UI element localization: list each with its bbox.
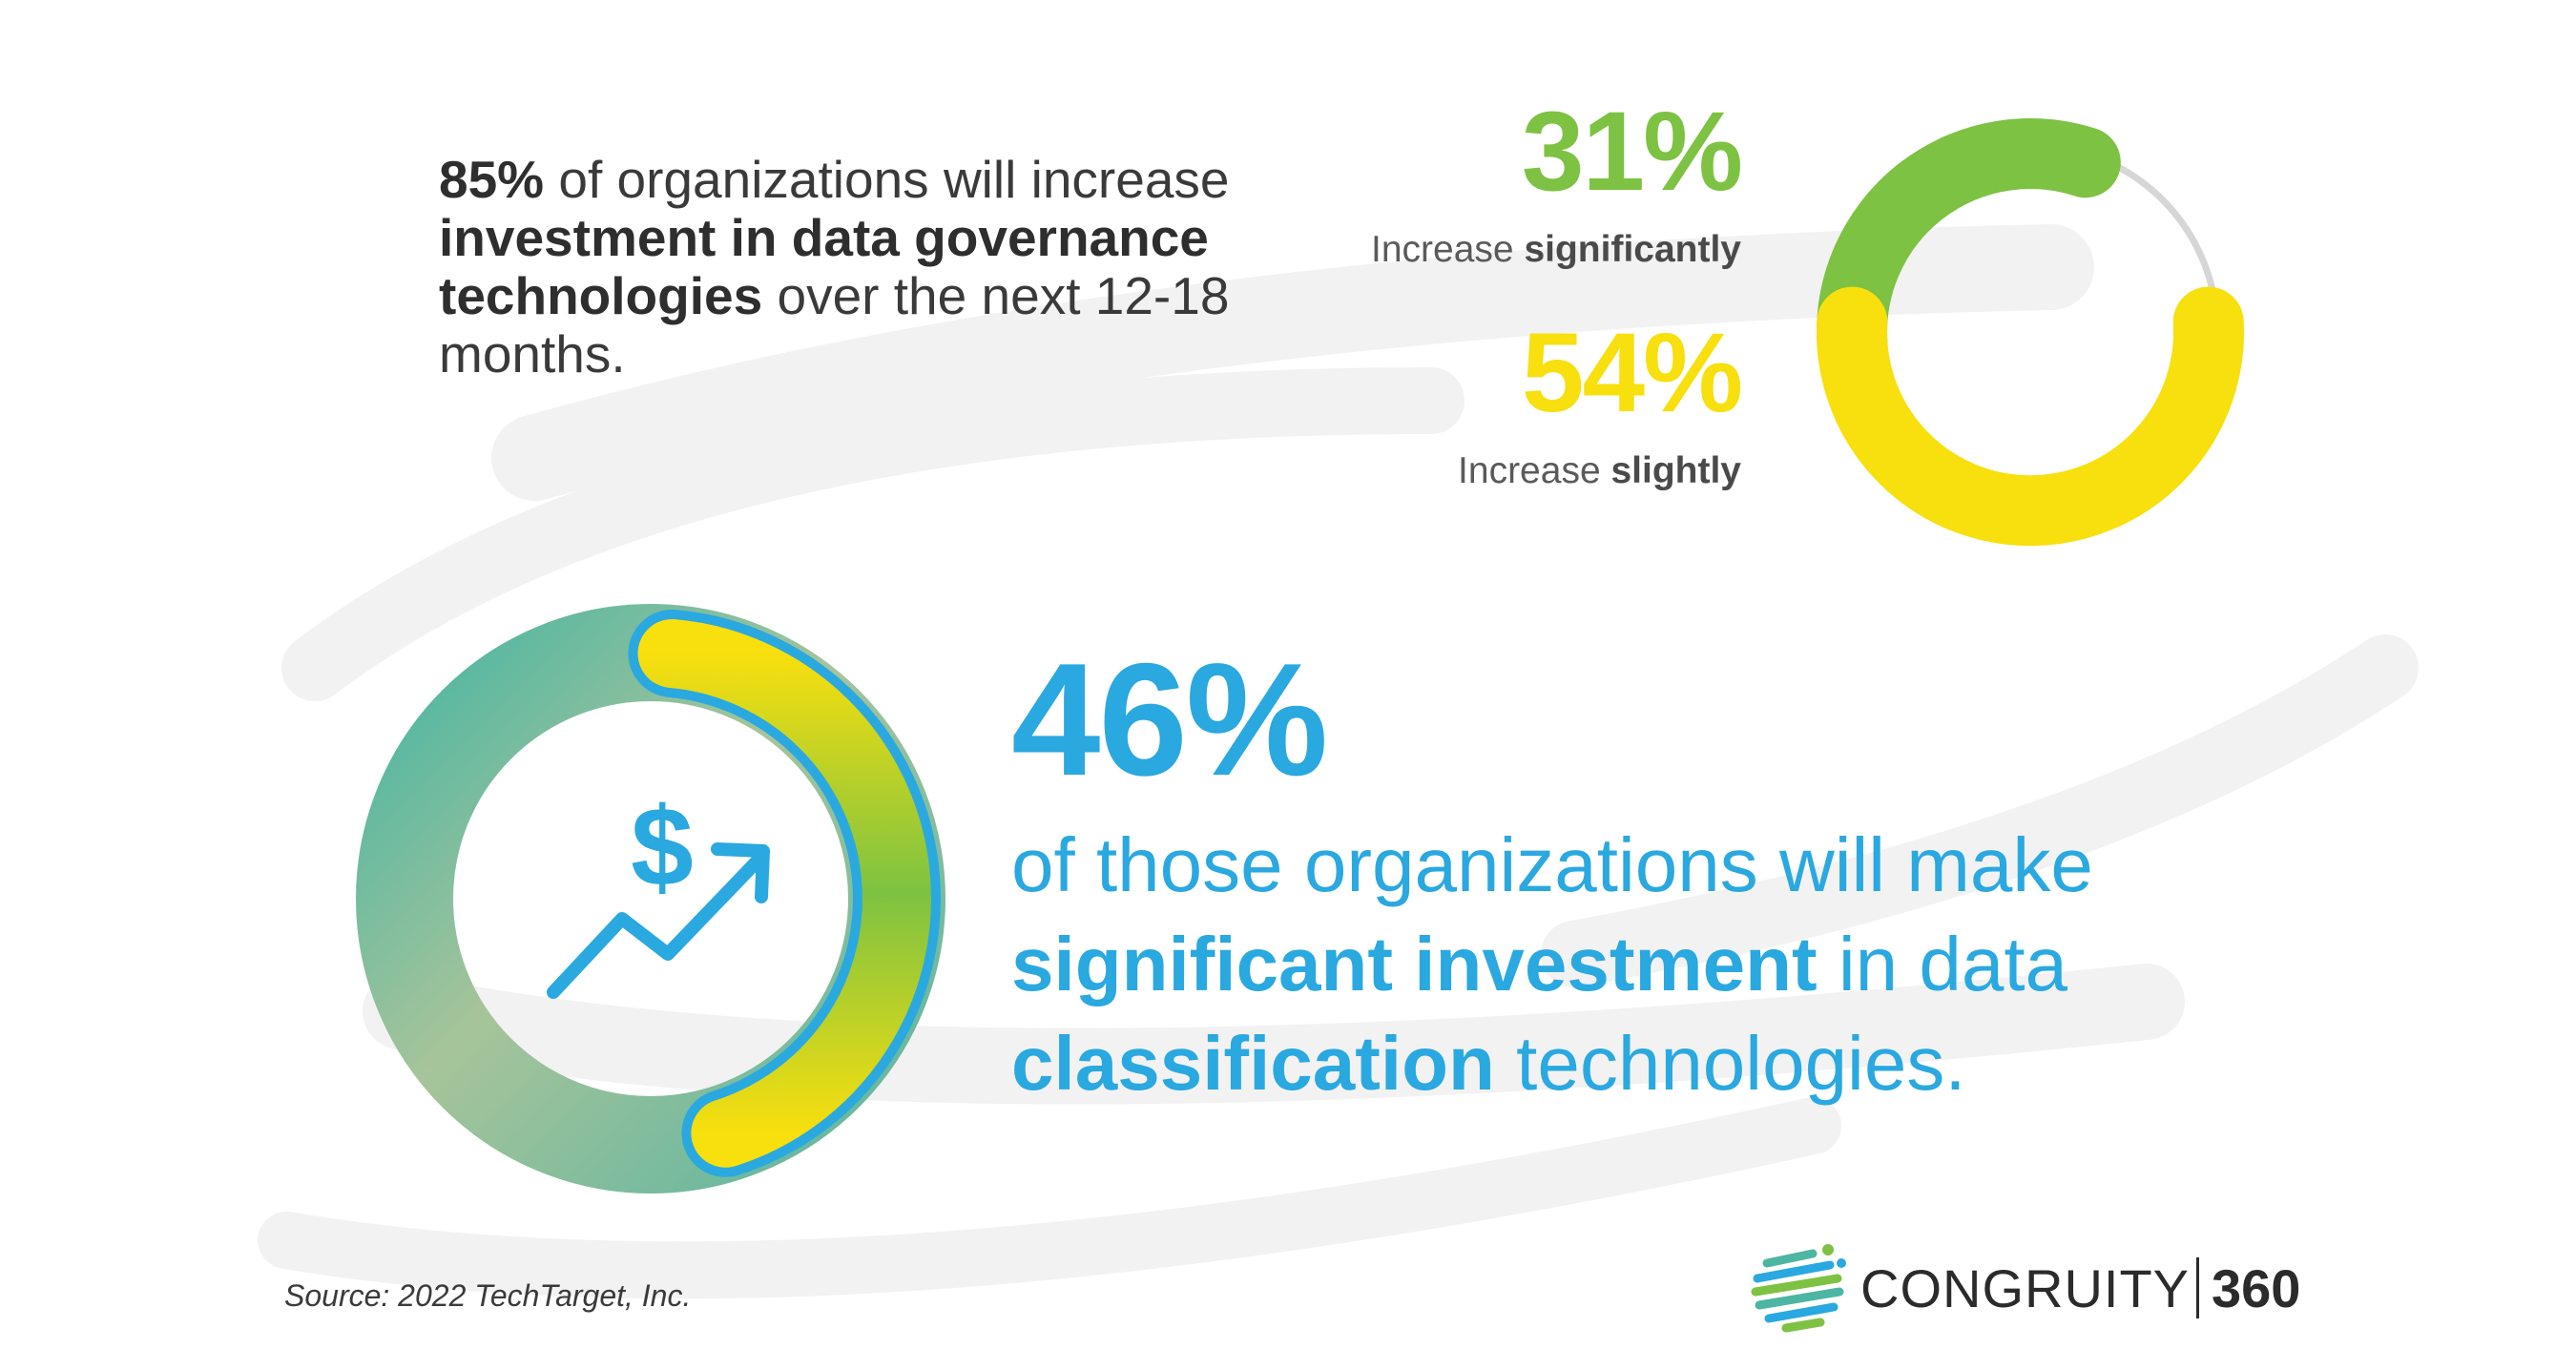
stat-54-caption: Increase slightly	[1458, 450, 1741, 491]
donut2-highlight-segment	[637, 619, 931, 1168]
intro-line3-bold: technologies	[439, 266, 763, 325]
stat-31-value: 31%	[1521, 89, 1743, 215]
swoosh-5	[1541, 634, 2419, 987]
intro-line1: of organizations will increase	[544, 150, 1230, 209]
swoosh-3	[363, 964, 2185, 1105]
brand-name: CONGRUITY	[1860, 1258, 2190, 1318]
intro-line3: over the next 12-18	[762, 266, 1230, 325]
intro-paragraph: 85% of organizations will increase inves…	[439, 151, 1317, 384]
brand-separator	[2196, 1257, 2199, 1318]
stat-31-caption: Increase significantly	[1371, 229, 1741, 270]
dollar-sign: $	[631, 784, 694, 910]
desc46-line3: technologies.	[1494, 1021, 1966, 1106]
swoosh-4	[258, 1097, 1841, 1299]
investment-increase-stats: 31% Increase significantly 54% Increase …	[1240, 89, 1743, 506]
brand-number: 360	[2212, 1258, 2301, 1318]
intro-line2: investment in data governance	[439, 208, 1209, 267]
dollar-trend-up-icon	[547, 842, 770, 999]
stat-54-value: 54%	[1521, 310, 1743, 436]
desc46-line2: in data	[1817, 922, 2068, 1007]
donut1-slice-slightly	[1817, 286, 2244, 547]
intro-pct: 85%	[439, 150, 545, 209]
globe-logo-icon	[1751, 1244, 1846, 1333]
swoosh-1	[491, 224, 2094, 501]
desc46-bold3: classification	[1011, 1021, 1495, 1106]
brand-logo: CONGRUITY 360	[1746, 1231, 2318, 1336]
desc46-bold1: significant investment	[1011, 922, 1818, 1007]
stat-46-description: of those organizations will make signifi…	[1011, 816, 2347, 1113]
stat-46-value: 46%	[1011, 630, 1328, 809]
source-note: Source: 2022 TechTarget, Inc.	[284, 1278, 692, 1313]
desc46-line1: of those organizations will make	[1011, 822, 2093, 907]
intro-line4: months.	[439, 324, 626, 384]
swoosh-2	[281, 367, 1465, 701]
